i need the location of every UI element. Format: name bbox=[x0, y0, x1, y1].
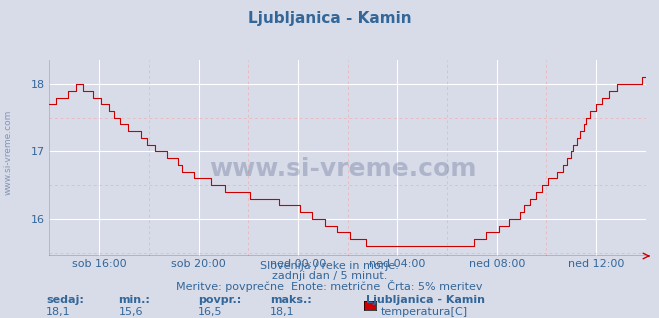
Text: Ljubljanica - Kamin: Ljubljanica - Kamin bbox=[366, 295, 485, 305]
Text: www.si-vreme.com: www.si-vreme.com bbox=[3, 110, 13, 195]
Text: 16,5: 16,5 bbox=[198, 307, 222, 317]
Text: sedaj:: sedaj: bbox=[46, 295, 84, 305]
Text: Meritve: povprečne  Enote: metrične  Črta: 5% meritev: Meritve: povprečne Enote: metrične Črta:… bbox=[176, 280, 483, 293]
Text: maks.:: maks.: bbox=[270, 295, 312, 305]
Text: min.:: min.: bbox=[119, 295, 150, 305]
Text: temperatura[C]: temperatura[C] bbox=[381, 307, 468, 317]
Text: Slovenija / reke in morje.: Slovenija / reke in morje. bbox=[260, 261, 399, 271]
Text: zadnji dan / 5 minut.: zadnji dan / 5 minut. bbox=[272, 271, 387, 281]
Text: 18,1: 18,1 bbox=[46, 307, 71, 317]
Text: 15,6: 15,6 bbox=[119, 307, 143, 317]
Text: 18,1: 18,1 bbox=[270, 307, 295, 317]
Text: www.si-vreme.com: www.si-vreme.com bbox=[209, 156, 476, 181]
Text: povpr.:: povpr.: bbox=[198, 295, 241, 305]
Text: Ljubljanica - Kamin: Ljubljanica - Kamin bbox=[248, 11, 411, 26]
